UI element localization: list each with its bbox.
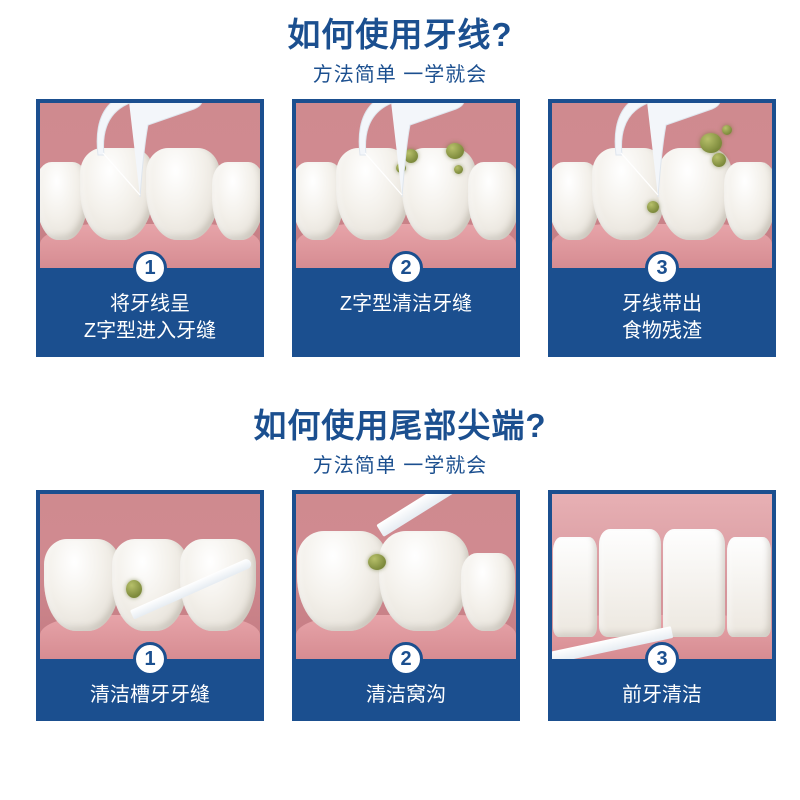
section-pick: 如何使用尾部尖端? 方法简单 一学就会 1 清洁槽牙牙缝 (0, 399, 800, 780)
step-caption: 清洁窝沟 (366, 682, 446, 709)
step-illustration (40, 494, 260, 659)
step-card: 3 牙线带出 食物残渣 (548, 99, 776, 357)
step-illustration (296, 494, 516, 659)
step-caption: 将牙线呈 Z字型进入牙缝 (84, 291, 216, 345)
step-caption: 前牙清洁 (622, 682, 702, 709)
step-caption: 牙线带出 食物残渣 (622, 291, 702, 345)
step-number-badge: 2 (389, 642, 423, 676)
step-number-badge: 3 (645, 642, 679, 676)
steps-row: 1 清洁槽牙牙缝 2 清洁窝沟 (0, 490, 800, 721)
step-illustration (296, 103, 516, 268)
step-number-badge: 2 (389, 251, 423, 285)
step-illustration (552, 103, 772, 268)
step-illustration (552, 494, 772, 659)
section-subtitle: 方法简单 一学就会 (313, 58, 488, 87)
step-card: 2 清洁窝沟 (292, 490, 520, 721)
step-card: 2 Z字型清洁牙缝 (292, 99, 520, 357)
steps-row: 1 将牙线呈 Z字型进入牙缝 (0, 99, 800, 357)
step-number-badge: 3 (645, 251, 679, 285)
section-subtitle: 方法简单 一学就会 (313, 449, 488, 478)
step-illustration (40, 103, 260, 268)
step-card: 1 清洁槽牙牙缝 (36, 490, 264, 721)
step-number-badge: 1 (133, 642, 167, 676)
step-card: 3 前牙清洁 (548, 490, 776, 721)
section-title: 如何使用牙线? (287, 8, 512, 56)
step-card: 1 将牙线呈 Z字型进入牙缝 (36, 99, 264, 357)
step-caption: Z字型清洁牙缝 (340, 291, 472, 318)
section-floss: 如何使用牙线? 方法简单 一学就会 1 将牙线呈 Z字型进入牙缝 (0, 8, 800, 389)
step-number-badge: 1 (133, 251, 167, 285)
section-title: 如何使用尾部尖端? (253, 399, 546, 447)
step-caption: 清洁槽牙牙缝 (90, 682, 210, 709)
